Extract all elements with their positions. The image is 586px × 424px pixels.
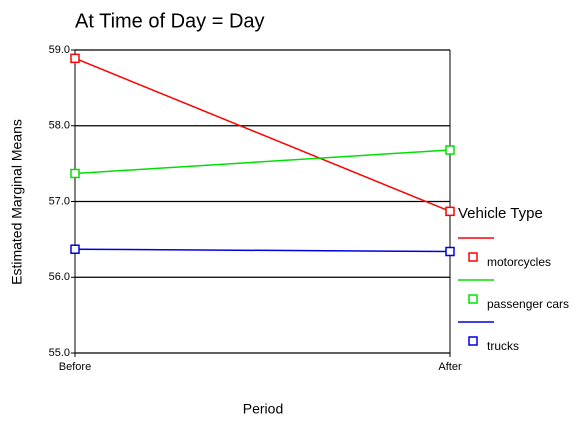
chart-title: At Time of Day = Day <box>75 10 265 32</box>
legend-marker <box>468 336 478 346</box>
y-tick-label: 59.0 <box>49 44 70 56</box>
x-tick-label: Before <box>59 361 91 373</box>
legend-marker <box>468 294 478 304</box>
legend-label: trucks <box>487 339 519 353</box>
legend-marker <box>468 252 478 262</box>
series-line <box>74 149 451 175</box>
y-tick-label: 55.0 <box>49 347 70 359</box>
point-marker <box>445 246 455 257</box>
series-line <box>74 248 451 253</box>
legend-label: passenger cars <box>487 297 569 311</box>
y-axis-label: Estimated Marginal Means <box>9 119 25 285</box>
point-marker <box>70 53 80 64</box>
y-tick-label: 57.0 <box>49 195 70 207</box>
y-tick-label: 56.0 <box>49 271 70 283</box>
series-line <box>74 57 451 213</box>
point-marker <box>70 244 80 254</box>
x-tick-label: After <box>438 361 462 373</box>
point-marker <box>445 145 455 155</box>
y-tick-label: 58.0 <box>49 120 70 132</box>
legend-title: Vehicle Type <box>458 205 543 222</box>
legend-label: motorcycles <box>487 255 551 269</box>
x-axis-label: Period <box>243 401 283 417</box>
point-marker <box>445 206 455 217</box>
point-marker <box>70 168 80 179</box>
